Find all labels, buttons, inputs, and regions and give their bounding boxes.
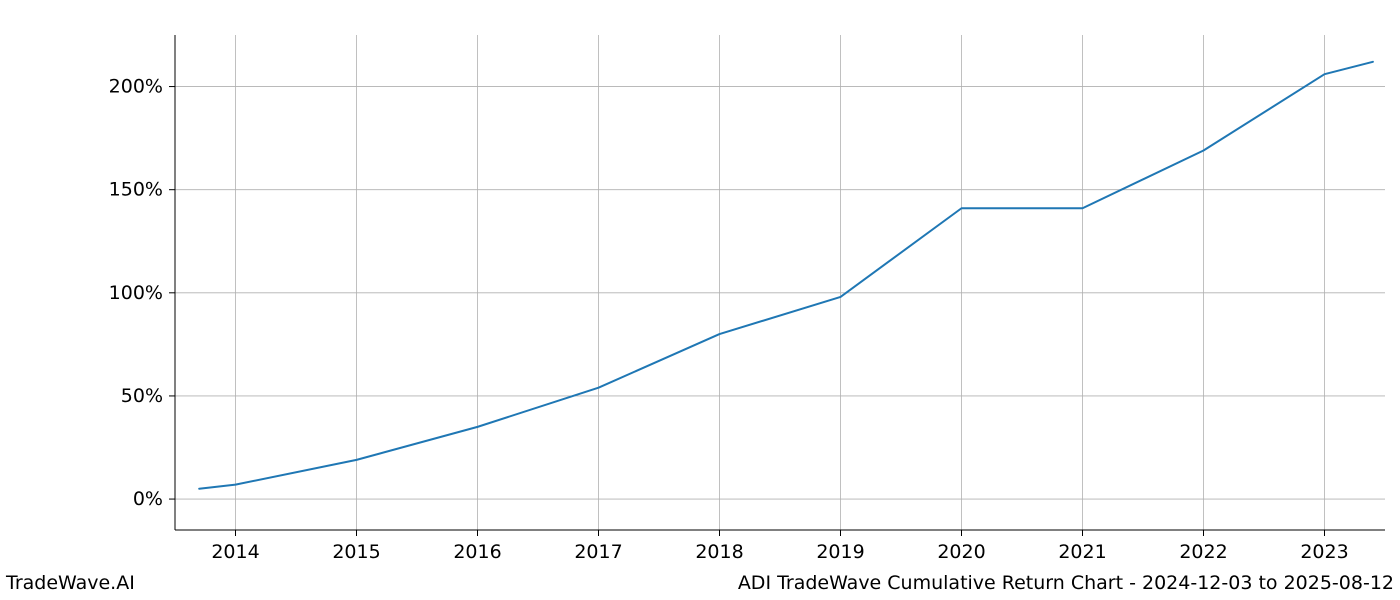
y-tick-label: 200% <box>109 76 163 98</box>
x-tick-label: 2020 <box>937 541 985 563</box>
x-tick-label: 2018 <box>695 541 743 563</box>
x-tick-label: 2021 <box>1058 541 1106 563</box>
y-tick-label: 150% <box>109 179 163 201</box>
y-tick-label: 50% <box>121 385 163 407</box>
footer-left-label: TradeWave.AI <box>6 572 135 594</box>
y-tick-label: 100% <box>109 282 163 304</box>
x-tick-label: 2022 <box>1179 541 1227 563</box>
x-tick-label: 2019 <box>816 541 864 563</box>
x-tick-label: 2016 <box>453 541 501 563</box>
chart-container: 2014 2015 2016 2017 2018 2019 2020 2021 2022 2023… <box>0 0 1400 600</box>
footer-right-label: ADI TradeWave Cumulative Return Chart - … <box>738 572 1394 594</box>
line-chart: 2014 2015 2016 2017 2018 2019 2020 2021 2022 2023… <box>0 0 1400 600</box>
x-tick-label: 2017 <box>574 541 622 563</box>
x-tick-label: 2023 <box>1300 541 1348 563</box>
x-tick-label: 2014 <box>211 541 259 563</box>
y-tick-label: 0% <box>133 488 163 510</box>
x-tick-label: 2015 <box>332 541 380 563</box>
